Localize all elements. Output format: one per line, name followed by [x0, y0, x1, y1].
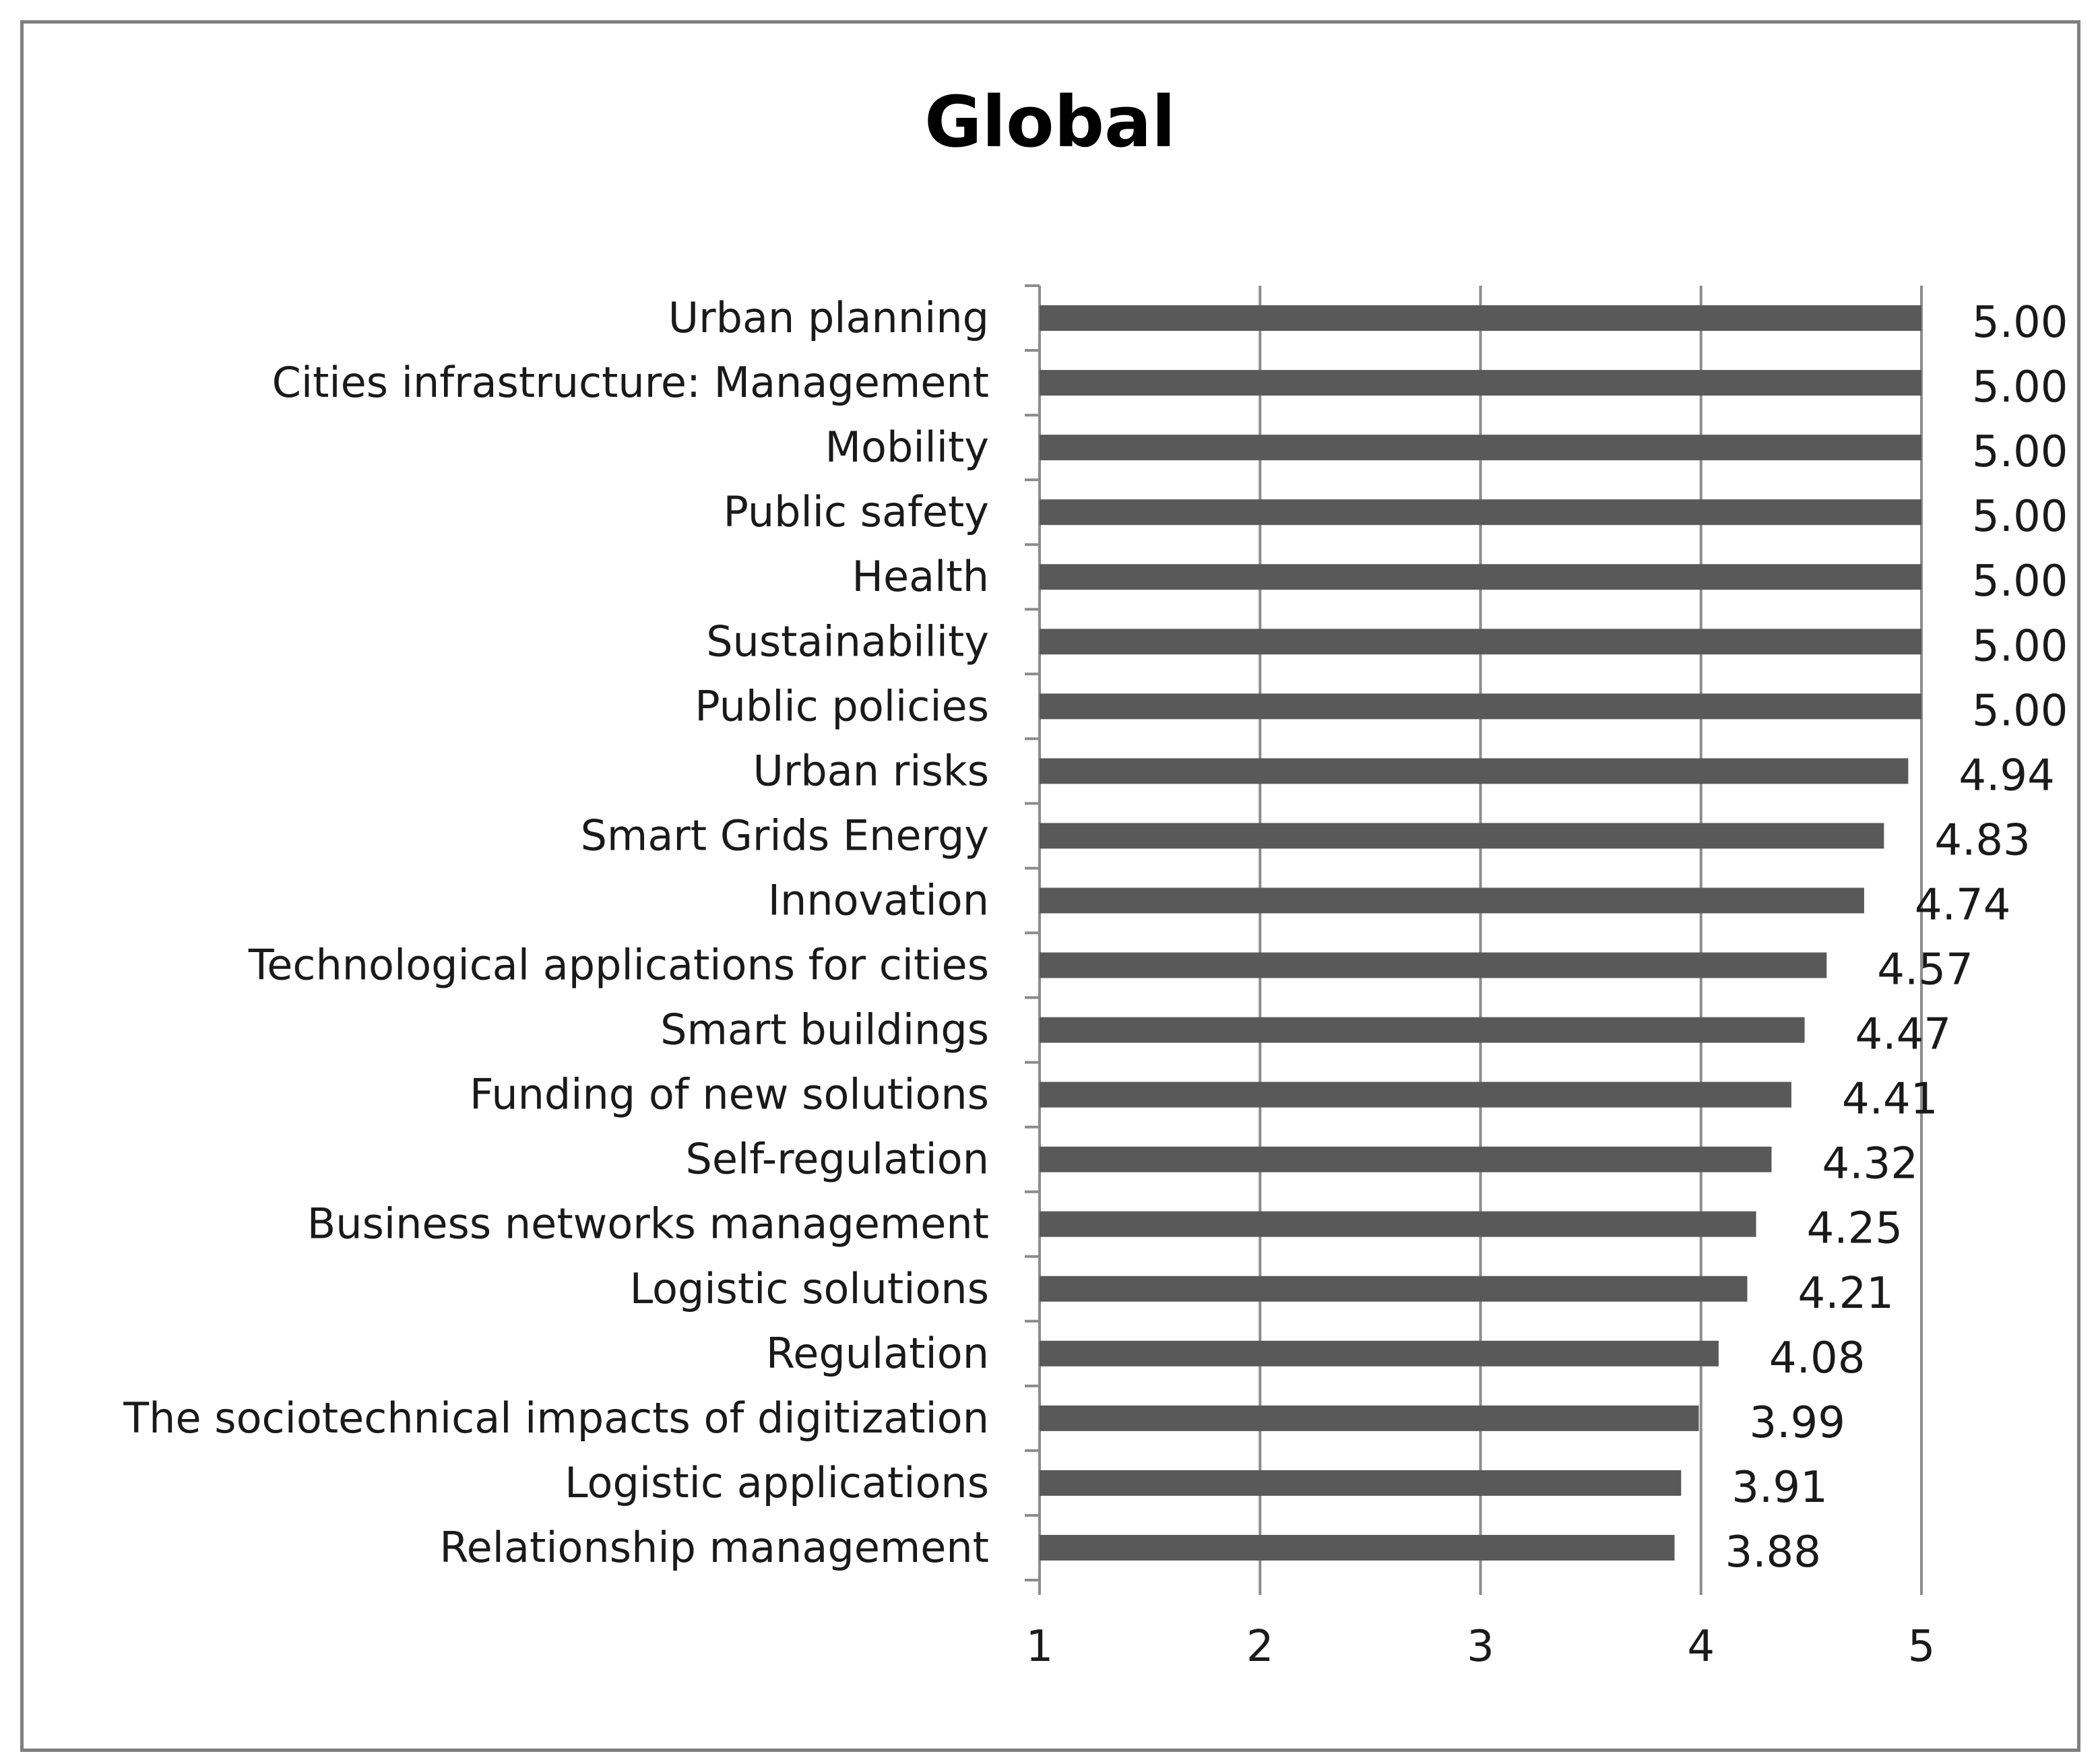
- category-label: Public safety: [724, 487, 989, 536]
- bar: [1040, 1276, 1748, 1302]
- data-label: 4.08: [1769, 1333, 1866, 1383]
- data-label: 4.94: [1959, 751, 2055, 800]
- bar: [1040, 1146, 1772, 1172]
- bar: [1040, 370, 1921, 396]
- bar: [1040, 952, 1827, 978]
- data-label: 4.74: [1915, 880, 2011, 930]
- bar: [1040, 435, 1921, 461]
- bar: [1040, 758, 1909, 784]
- bar: [1040, 1211, 1756, 1237]
- bar: [1040, 564, 1921, 590]
- data-label: 4.41: [1842, 1075, 1938, 1125]
- bar: [1040, 305, 1921, 332]
- bar: [1040, 1017, 1805, 1043]
- data-label: 4.32: [1822, 1139, 1918, 1189]
- data-label: 5.00: [1972, 686, 2068, 736]
- category-label: Innovation: [768, 875, 989, 924]
- x-tick-label: 4: [1687, 1622, 1715, 1672]
- bar: [1040, 887, 1864, 914]
- category-label: Self-regulation: [686, 1135, 989, 1184]
- bar: [1040, 1534, 1675, 1561]
- x-tick-label: 1: [1026, 1622, 1054, 1672]
- data-label: 5.00: [1972, 621, 2068, 671]
- category-label: Technological applications for cities: [248, 941, 989, 990]
- data-label: 3.99: [1749, 1398, 1845, 1448]
- category-label: Relationship management: [439, 1523, 989, 1572]
- data-label: 4.21: [1797, 1269, 1894, 1319]
- bar: [1040, 1081, 1791, 1108]
- data-label: 4.25: [1807, 1204, 1903, 1254]
- bar: [1040, 1340, 1719, 1366]
- data-label: 5.00: [1972, 557, 2068, 606]
- x-tick-label: 2: [1246, 1622, 1274, 1672]
- category-label: Urban planning: [668, 293, 989, 342]
- x-tick-label: 3: [1467, 1622, 1494, 1672]
- category-label: Mobility: [825, 422, 989, 472]
- category-label: Smart buildings: [660, 1005, 989, 1055]
- category-label: Health: [852, 552, 989, 601]
- data-label: 4.83: [1934, 815, 2031, 865]
- category-label: Sustainability: [706, 617, 989, 666]
- data-label: 5.00: [1972, 427, 2068, 477]
- category-label: The sociotechnical impacts of digitizati…: [123, 1393, 989, 1443]
- category-label: Logistic solutions: [630, 1264, 989, 1313]
- category-label: Smart Grids Energy: [581, 811, 989, 860]
- chart-title: Global: [924, 81, 1176, 163]
- bar: [1040, 693, 1921, 720]
- category-label: Regulation: [766, 1329, 989, 1378]
- category-label: Logistic applications: [565, 1458, 989, 1507]
- x-tick-label: 5: [1908, 1622, 1936, 1672]
- data-label: 3.91: [1731, 1463, 1828, 1513]
- category-label: Business networks management: [307, 1199, 989, 1249]
- data-label: 5.00: [1972, 298, 2068, 348]
- bar: [1040, 629, 1921, 655]
- bar: [1040, 499, 1921, 526]
- bar: [1040, 823, 1884, 849]
- data-label: 3.88: [1725, 1528, 1821, 1577]
- data-label: 4.47: [1855, 1010, 1952, 1060]
- category-label: Public policies: [695, 681, 989, 730]
- data-label: 5.00: [1972, 492, 2068, 542]
- bar: [1040, 1405, 1699, 1431]
- category-label: Cities infrastructure: Management: [272, 358, 989, 407]
- data-label: 5.00: [1972, 363, 2068, 412]
- bar: [1040, 1470, 1682, 1496]
- category-label: Funding of new solutions: [470, 1070, 989, 1119]
- data-label: 4.57: [1877, 945, 1973, 995]
- category-label: Urban risks: [753, 746, 989, 795]
